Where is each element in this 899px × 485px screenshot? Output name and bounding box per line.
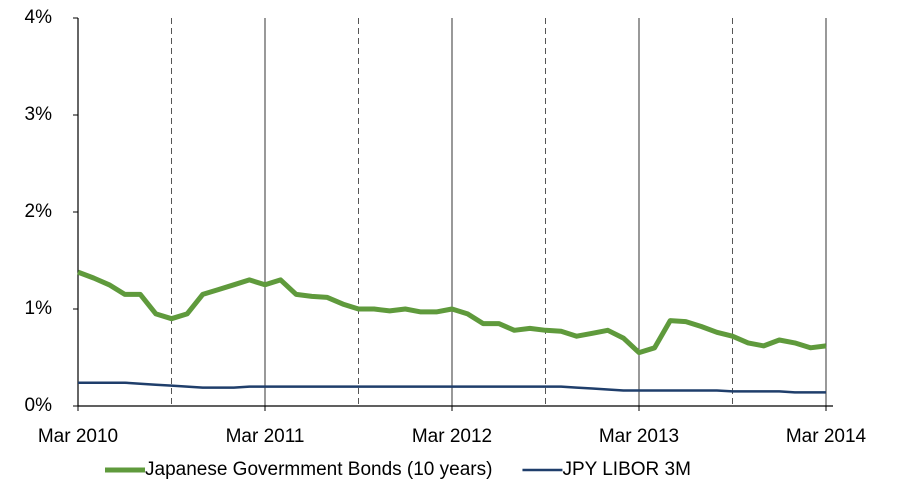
x-tick-label: Mar 2010 bbox=[38, 426, 118, 447]
y-tick-label: 3% bbox=[25, 104, 53, 125]
x-tick-label: Mar 2013 bbox=[599, 426, 679, 447]
series-line bbox=[78, 381, 826, 394]
y-tick-label: 0% bbox=[25, 395, 53, 416]
legend-label: Japanese Govermment Bonds (10 years) bbox=[145, 459, 492, 480]
y-tick-label: 2% bbox=[25, 201, 53, 222]
series-line bbox=[77, 269, 827, 356]
y-tick-label: 1% bbox=[25, 298, 53, 319]
x-tick-label: Mar 2011 bbox=[226, 426, 305, 447]
x-tick-label: Mar 2012 bbox=[412, 426, 492, 447]
x-tick-label: Mar 2014 bbox=[786, 426, 867, 447]
y-tick-label: 4% bbox=[25, 7, 53, 28]
legend-label: JPY LIBOR 3M bbox=[562, 459, 690, 480]
